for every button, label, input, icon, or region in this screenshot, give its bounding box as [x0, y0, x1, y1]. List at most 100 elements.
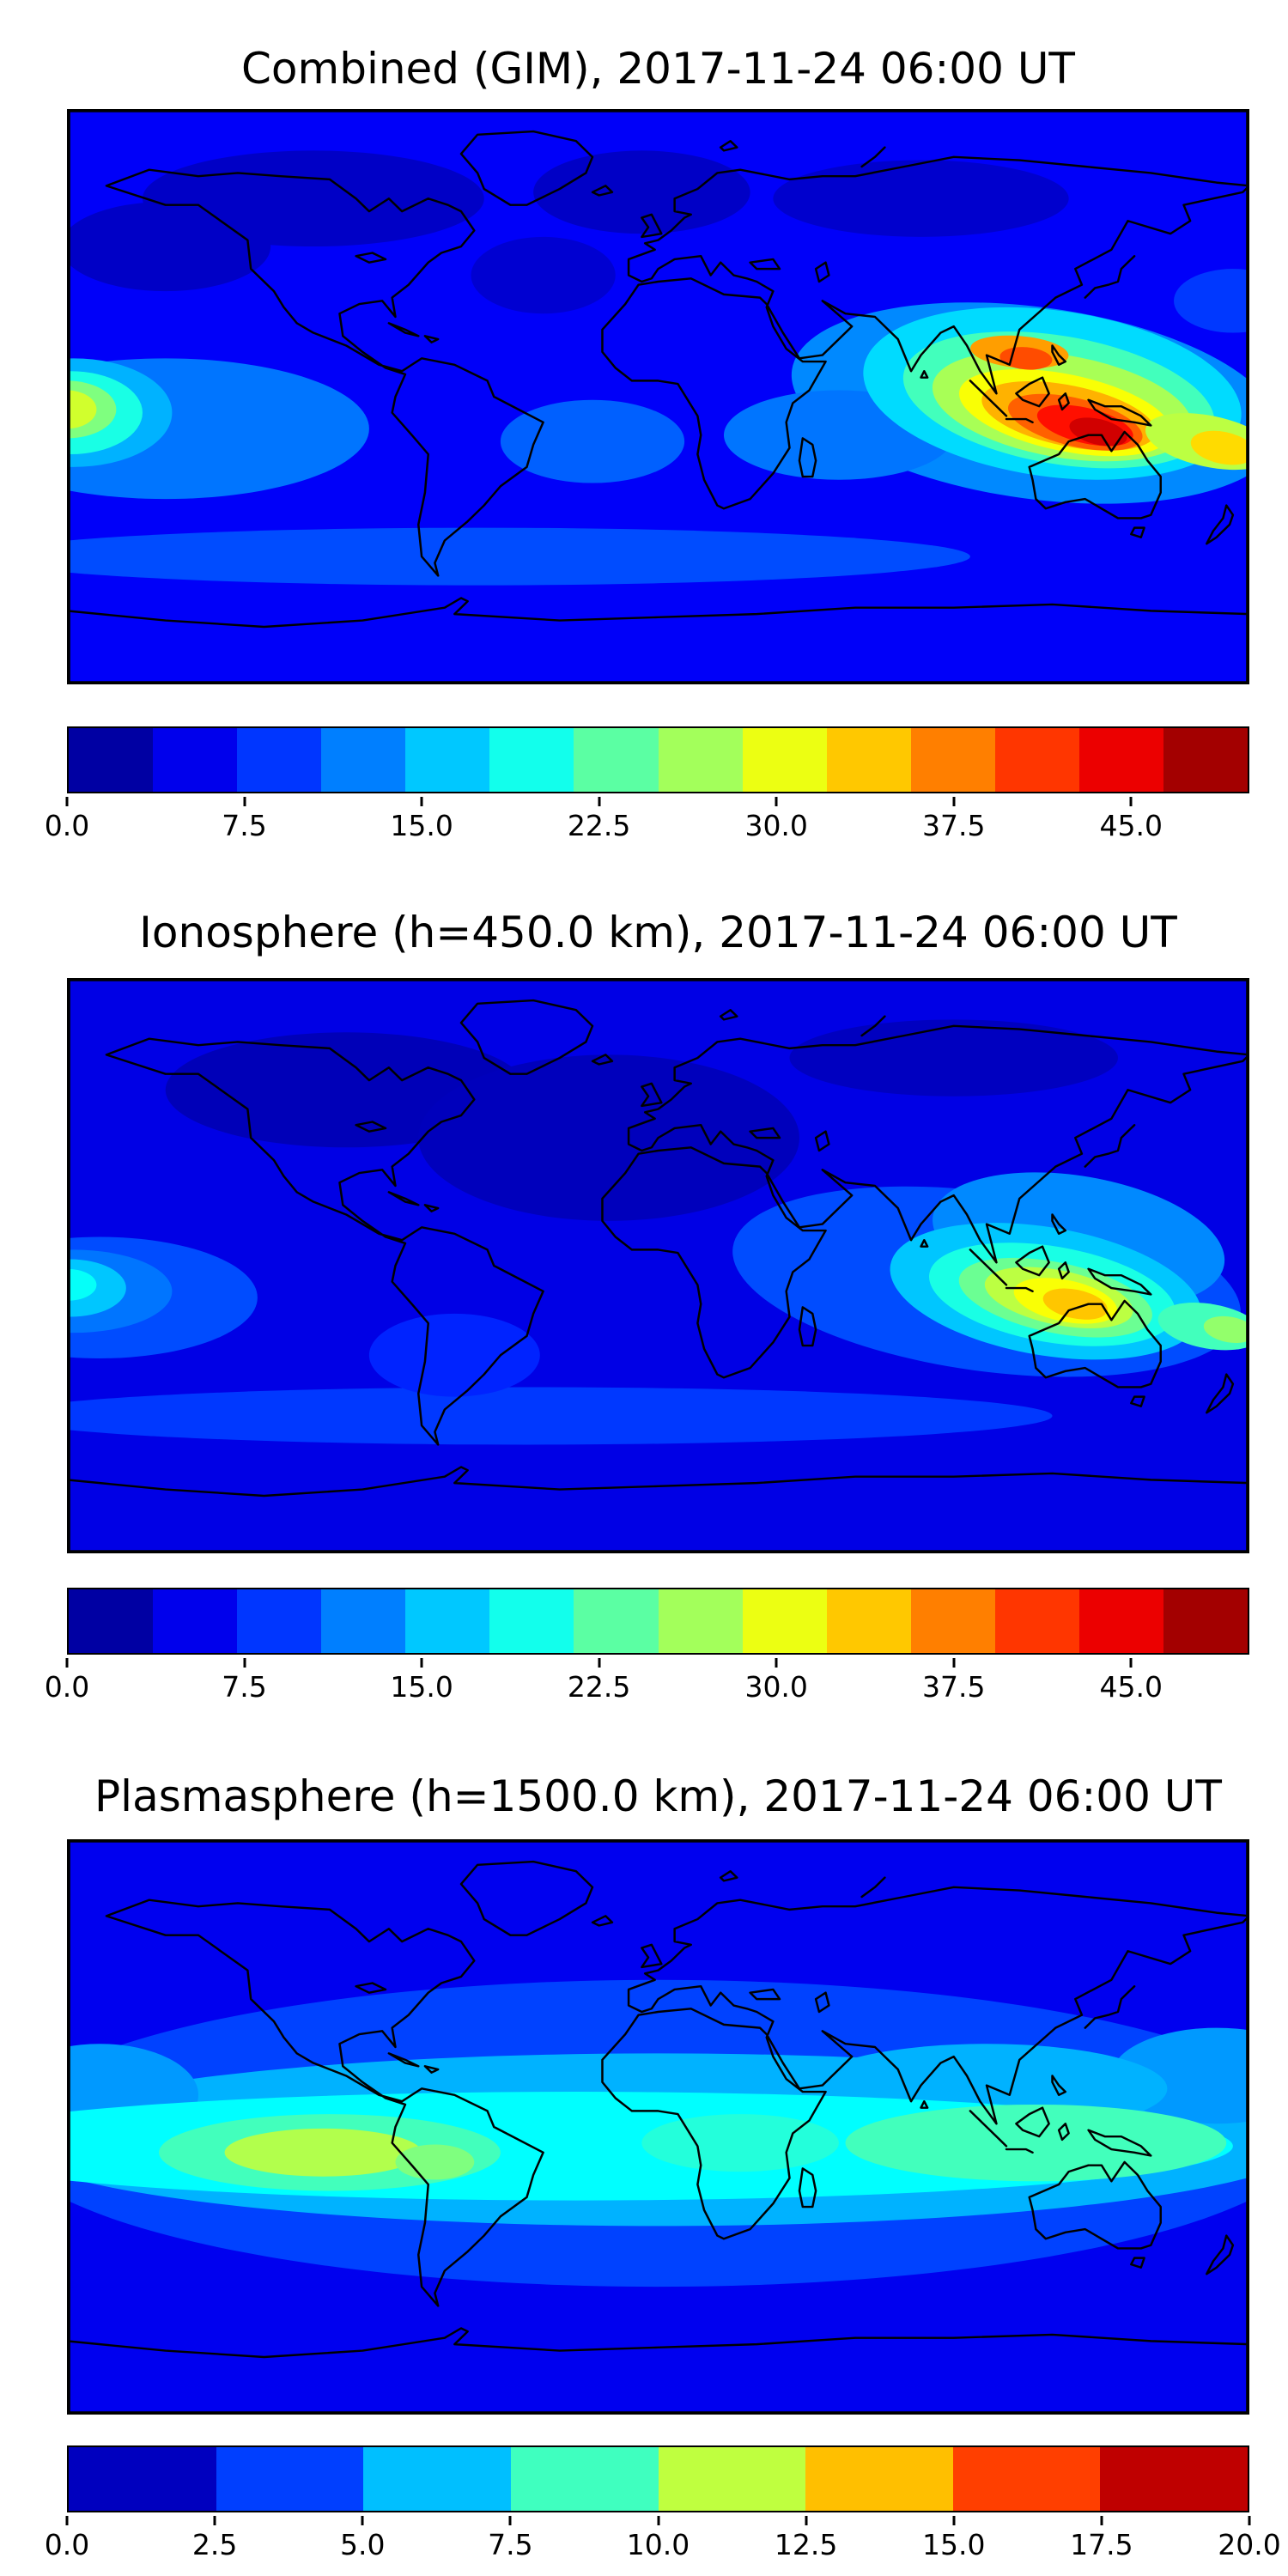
contour-region	[641, 2114, 839, 2172]
colorbar-tick-label: 30.0	[744, 1670, 808, 1704]
colorbar-band	[489, 1589, 574, 1653]
world-map-combined	[67, 109, 1249, 684]
colorbar-tick-label: 7.5	[222, 1670, 267, 1704]
colorbar-tick	[508, 2516, 512, 2525]
contour-region	[1203, 1315, 1249, 1343]
colorbar-tick	[420, 797, 423, 806]
colorbar-ticks-combined: 0.0 7.5 15.0 22.5 30.0 37.5 45.0	[45, 797, 1249, 850]
colorbar-tick	[213, 2516, 216, 2525]
colorbar-tick-label: 0.0	[44, 809, 90, 842]
colorbar-tick-label: 30.0	[744, 809, 808, 842]
colorbar-tick	[598, 1658, 601, 1668]
colorbar-tick	[1100, 2516, 1103, 2525]
colorbar-band	[321, 728, 406, 792]
contour-region	[1069, 417, 1127, 447]
colorbar-tick-label: 37.5	[922, 809, 986, 842]
coastline-path	[67, 1860, 1249, 2359]
colorbar-tick-label: 2.5	[191, 2528, 238, 2561]
colorbar-tick	[243, 1658, 246, 1668]
contour-region	[789, 1019, 1118, 1097]
colorbar-tick-label: 15.0	[390, 1670, 453, 1704]
chart-title-plasmasphere: Plasmasphere (h=1500.0 km), 2017-11-24 0…	[94, 1771, 1222, 1821]
colorbar-tick	[657, 2516, 659, 2525]
colorbar-band	[1078, 728, 1164, 792]
colorbar-band	[994, 728, 1079, 792]
colorbar-tick-label: 12.5	[774, 2528, 838, 2561]
contour-region	[418, 1054, 799, 1221]
colorbar-tick	[952, 797, 956, 806]
colorbar-tick	[952, 1658, 956, 1668]
colorbar-tick-label: 10.0	[626, 2528, 690, 2561]
contour-region	[67, 527, 970, 586]
colorbar-band	[237, 728, 322, 792]
world-map-ionosphere	[67, 978, 1249, 1553]
contour-region	[845, 2104, 1227, 2182]
colorbar-tick	[65, 797, 69, 806]
colorbar-tick	[598, 797, 601, 806]
map-frame	[67, 109, 1249, 684]
colorbar-tick-label: 5.0	[340, 2528, 386, 2561]
colorbar-band	[69, 2447, 216, 2511]
colorbar-tick	[1129, 1658, 1133, 1668]
colorbar-tick-label: 7.5	[488, 2528, 533, 2561]
colorbar-band	[1163, 1589, 1249, 1653]
colorbar-tick-label: 22.5	[567, 1670, 631, 1704]
colorbar-tick	[805, 2516, 808, 2525]
coastline-path	[67, 999, 1249, 1498]
colorbar-tick-label: 0.0	[44, 2528, 90, 2561]
colorbar-band	[574, 728, 659, 792]
colorbar-ionosphere	[67, 1588, 1249, 1655]
colorbar-tick-label: 15.0	[922, 2528, 986, 2561]
colorbar-band	[405, 1589, 490, 1653]
contour-region	[67, 1387, 1053, 1445]
contour-region	[67, 1268, 97, 1301]
colorbar-tick	[65, 1658, 69, 1668]
colorbar-tick-label: 7.5	[222, 809, 267, 842]
colorbar-band	[574, 1589, 659, 1653]
colorbar-band	[405, 728, 490, 792]
colorbar-tick	[65, 2516, 69, 2525]
colorbar-band	[69, 1589, 154, 1653]
colorbar-tick	[243, 797, 246, 806]
colorbar-ticks-ionosphere: 0.0 7.5 15.0 22.5 30.0 37.5 45.0	[45, 1658, 1249, 1711]
world-map-plasmasphere	[67, 1839, 1249, 2415]
contour-region	[1190, 430, 1249, 465]
colorbar-ticks-plasmasphere: 0.0 2.5 5.0 7.5 10.0 12.5 15.0 17.5 20.0	[45, 2516, 1281, 2569]
colorbar-tick	[361, 2516, 364, 2525]
contour-region	[471, 236, 616, 314]
colorbar-plasmasphere	[67, 2445, 1249, 2512]
colorbar-tick	[420, 1658, 423, 1668]
colorbar-band	[952, 2447, 1101, 2511]
colorbar-tick-label: 37.5	[922, 1670, 986, 1704]
contour-region	[533, 150, 750, 234]
contour-region	[773, 160, 1069, 237]
colorbar-tick	[1129, 797, 1133, 806]
colorbar-band	[910, 1589, 995, 1653]
colorbar-tick-label: 20.0	[1218, 2528, 1281, 2561]
contour-region	[1174, 269, 1249, 333]
map-frame	[67, 978, 1249, 1553]
colorbar-band	[237, 1589, 322, 1653]
colorbar-tick-label: 45.0	[1099, 1670, 1163, 1704]
colorbar-band	[742, 728, 827, 792]
colorbar-tick	[775, 797, 778, 806]
colorbar-band	[658, 2447, 806, 2511]
contour-region	[67, 201, 271, 292]
colorbar-band	[994, 1589, 1079, 1653]
chart-title-ionosphere: Ionosphere (h=450.0 km), 2017-11-24 06:0…	[139, 908, 1177, 957]
colorbar-tick-label: 0.0	[44, 1670, 90, 1704]
colorbar-band	[69, 728, 154, 792]
colorbar-tick	[1248, 2516, 1251, 2525]
colorbar-band	[153, 1589, 238, 1653]
contour-region	[224, 2128, 422, 2177]
colorbar-tick-label: 17.5	[1070, 2528, 1133, 2561]
colorbar-band	[658, 1589, 743, 1653]
colorbar-band	[742, 1589, 827, 1653]
contour-region	[395, 2144, 475, 2180]
colorbar-tick-label: 15.0	[390, 809, 453, 842]
colorbar-band	[1100, 2447, 1248, 2511]
colorbar-band	[910, 728, 995, 792]
colorbar-band	[153, 728, 238, 792]
colorbar-band	[363, 2447, 511, 2511]
colorbar-band	[1163, 728, 1249, 792]
